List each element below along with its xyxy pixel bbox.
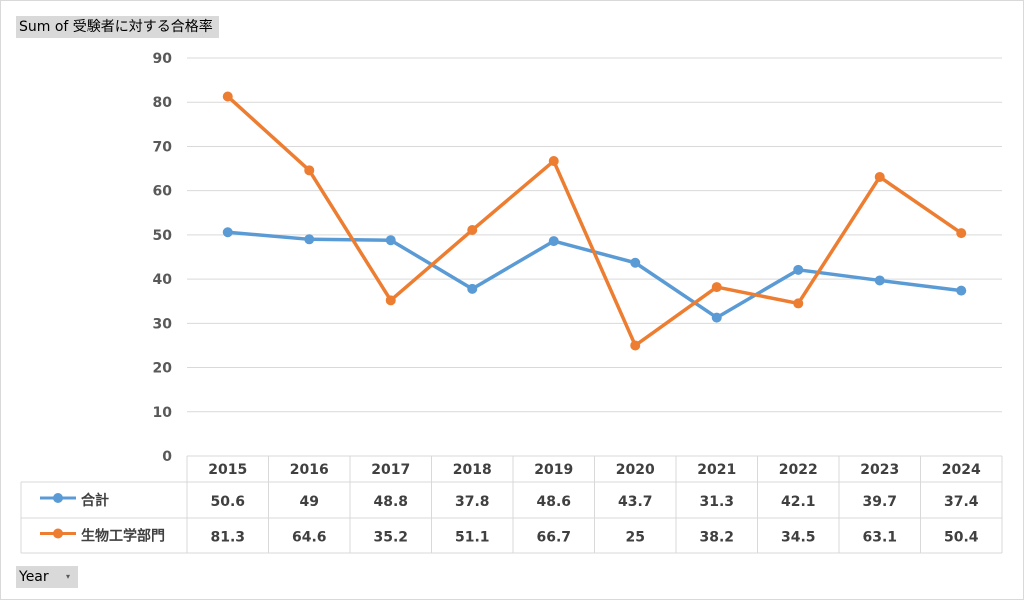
y-tick-label: 90 xyxy=(153,51,173,67)
data-point xyxy=(956,285,967,296)
y-tick-label: 30 xyxy=(153,316,173,332)
series-name-label: 合計 xyxy=(81,492,109,509)
data-table-value: 50.4 xyxy=(944,530,979,546)
data-point xyxy=(304,234,315,245)
data-table-value: 31.3 xyxy=(699,494,734,510)
data-point xyxy=(793,298,804,309)
data-table-value: 42.1 xyxy=(781,494,816,510)
data-point xyxy=(222,91,233,102)
y-axis: 0 10 20 30 40 50 60 70 80 90 xyxy=(153,51,173,465)
data-table-value: 25 xyxy=(626,530,645,546)
data-table-value: 81.3 xyxy=(210,530,245,546)
data-point xyxy=(222,227,233,238)
data-table-value: 37.8 xyxy=(455,494,490,510)
data-point xyxy=(467,225,478,236)
data-table-value: 35.2 xyxy=(373,530,408,546)
data-table: 2015 2016 2017 2018 2019 2020 2021 2022 2023 2024… xyxy=(20,455,1003,554)
data-point xyxy=(548,236,559,247)
legend-key-marker xyxy=(53,528,63,539)
data-point xyxy=(467,283,478,294)
data-point xyxy=(874,275,885,286)
data-table-value: 43.7 xyxy=(618,494,653,510)
x-tick-label: 2019 xyxy=(534,462,573,478)
x-tick-label: 2021 xyxy=(697,462,736,478)
y-tick-label: 70 xyxy=(153,139,173,155)
data-table-value: 48.8 xyxy=(373,494,408,510)
series-lines xyxy=(222,91,967,351)
data-point xyxy=(304,165,315,176)
data-point xyxy=(548,156,559,167)
y-tick-label: 20 xyxy=(153,361,173,377)
legend-key-marker xyxy=(53,493,63,503)
x-tick-label: 2023 xyxy=(860,462,899,478)
data-point xyxy=(630,340,641,351)
data-point xyxy=(711,282,722,293)
x-tick-label: 2022 xyxy=(779,462,818,478)
y-tick-label: 10 xyxy=(153,405,173,421)
data-table-value: 66.7 xyxy=(536,530,571,546)
data-point xyxy=(385,235,396,246)
y-tick-label: 80 xyxy=(153,95,173,111)
series-line xyxy=(226,95,963,348)
data-point xyxy=(793,264,804,275)
data-table-value: 48.6 xyxy=(536,494,571,510)
y-tick-label: 60 xyxy=(153,184,173,200)
data-table-value: 51.1 xyxy=(455,530,490,546)
data-table-value: 37.4 xyxy=(944,494,979,510)
x-tick-label: 2018 xyxy=(453,462,492,478)
y-tick-label: 50 xyxy=(153,228,173,244)
y-tick-label: 40 xyxy=(153,272,173,288)
data-point xyxy=(711,312,722,323)
data-table-value: 64.6 xyxy=(292,530,327,546)
data-table-value: 63.1 xyxy=(862,530,897,546)
data-table-value: 50.6 xyxy=(210,494,245,510)
y-tick-label: 0 xyxy=(162,449,172,465)
data-point xyxy=(874,171,885,182)
axis-field-button[interactable]: Year ▾ xyxy=(16,566,78,588)
series-line xyxy=(227,230,962,320)
x-tick-label: 2015 xyxy=(208,462,247,478)
x-tick-label: 2024 xyxy=(942,462,981,478)
value-field-button[interactable]: Sum of 受験者に対する合格率 xyxy=(16,16,219,38)
data-table-value: 49 xyxy=(300,494,319,510)
x-tick-label: 2016 xyxy=(290,462,329,478)
data-table-value: 38.2 xyxy=(699,530,734,546)
series-name-label: 生物工学部門 xyxy=(81,528,165,545)
data-point xyxy=(630,257,641,268)
data-table-value: 39.7 xyxy=(862,494,897,510)
data-table-value: 34.5 xyxy=(781,530,816,546)
x-tick-label: 2020 xyxy=(616,462,655,478)
data-point xyxy=(385,295,396,306)
data-point xyxy=(956,228,967,239)
x-tick-label: 2017 xyxy=(371,462,410,478)
dropdown-arrow-icon[interactable]: ▾ xyxy=(65,572,70,581)
axis-field-label: Year xyxy=(19,569,49,585)
